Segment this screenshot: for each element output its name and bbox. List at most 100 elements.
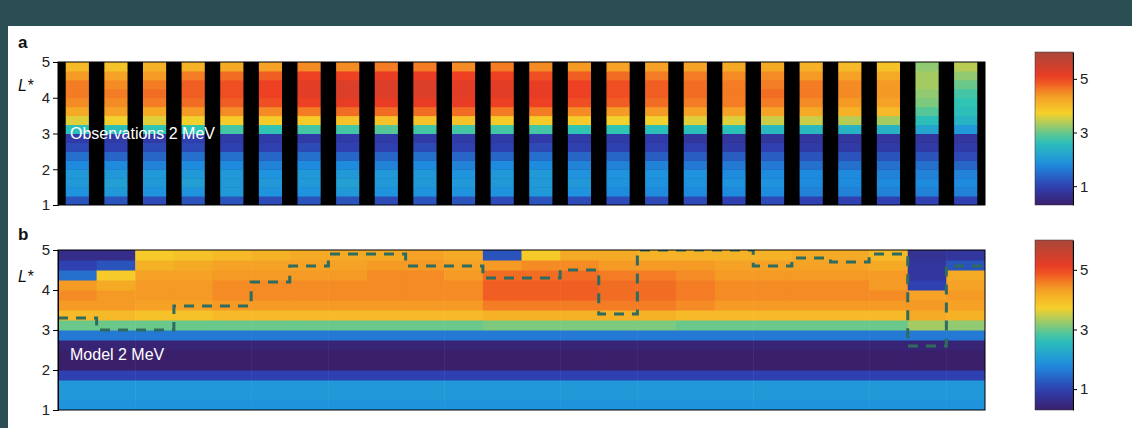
heat-cell (831, 370, 870, 381)
heat-cell (483, 280, 522, 291)
heat-cell (568, 62, 591, 71)
heat-cell (877, 107, 900, 116)
heat-cell (800, 125, 823, 134)
heat-cell (869, 320, 908, 331)
heat-cell (792, 390, 831, 401)
heat-cell (568, 151, 591, 160)
heat-cell (444, 370, 483, 381)
heat-cell (143, 116, 166, 125)
heat-cell (838, 142, 861, 151)
heat-cell (606, 196, 629, 205)
heat-cell (328, 350, 367, 361)
heat-cell (946, 400, 985, 410)
heat-cell (328, 300, 367, 311)
tick-label: 2 (42, 361, 50, 378)
heat-cell (251, 340, 290, 351)
heat-cell (375, 98, 398, 107)
heat-cell (213, 290, 252, 301)
heat-cell (259, 151, 282, 160)
heat-cell (213, 270, 252, 281)
heat-cell (220, 151, 243, 160)
heat-cell (908, 300, 947, 311)
boundary-line (58, 250, 985, 346)
heat-cell (869, 400, 908, 410)
heat-cell (290, 380, 329, 391)
heat-cell (753, 320, 792, 331)
heat-cell (946, 340, 985, 351)
heat-cell (174, 390, 213, 401)
heat-cell (645, 151, 668, 160)
heat-cell (954, 71, 977, 80)
heat-cell (328, 370, 367, 381)
heat-cell (877, 178, 900, 187)
heat-cell (838, 160, 861, 169)
heat-cell (529, 169, 552, 178)
heat-cell (220, 80, 243, 89)
tick: 1 (1073, 380, 1088, 397)
heat-cell (143, 196, 166, 205)
heat-cell (606, 151, 629, 160)
heat-cell (251, 390, 290, 401)
heat-cell (58, 280, 97, 291)
heat-cell (645, 62, 668, 71)
heat-cell (645, 71, 668, 80)
heat-cell (599, 270, 638, 281)
heat-cell (213, 330, 252, 341)
heat-cell (251, 320, 290, 331)
heat-cell (367, 310, 406, 321)
heat-cell (792, 280, 831, 291)
heat-cell (869, 280, 908, 291)
heat-cell (174, 260, 213, 271)
tick: 5 (1073, 70, 1088, 87)
heat-cell (336, 142, 359, 151)
plot-frame (58, 250, 985, 410)
heat-cell (637, 310, 676, 321)
heat-cell (529, 89, 552, 98)
heat-cell (297, 178, 320, 187)
heat-cell (715, 340, 754, 351)
heat-cell (328, 390, 367, 401)
heat-cell (722, 151, 745, 160)
heat-cell (915, 187, 938, 196)
heat-cell (792, 400, 831, 410)
heat-cell (336, 80, 359, 89)
heat-cell (328, 400, 367, 410)
heat-cell (684, 169, 707, 178)
heat-cell (637, 350, 676, 361)
tick-mark (1073, 389, 1077, 390)
heat-cell (637, 290, 676, 301)
heat-cell (182, 187, 205, 196)
axis-title: L* (18, 268, 34, 285)
heat-cell (444, 340, 483, 351)
heat-cell (259, 169, 282, 178)
heat-cell (606, 80, 629, 89)
heat-cell (568, 169, 591, 178)
heat-cell (753, 330, 792, 341)
heat-cell (182, 142, 205, 151)
heat-cell (676, 260, 715, 271)
heat-cell (568, 134, 591, 143)
heat-cell (406, 270, 445, 281)
heat-cell (413, 62, 436, 71)
heat-cell (877, 62, 900, 71)
heat-cell (915, 151, 938, 160)
heat-cell (104, 196, 127, 205)
heat-cell (97, 310, 136, 321)
heat-cell (452, 134, 475, 143)
tick-label: 5 (1080, 70, 1088, 87)
heat-cell (413, 98, 436, 107)
heat-cell (367, 320, 406, 331)
heat-cell (406, 370, 445, 381)
heat-cell (831, 280, 870, 291)
heat-cell (135, 290, 174, 301)
heat-cell (182, 89, 205, 98)
heat-cell (259, 142, 282, 151)
heat-cell (915, 160, 938, 169)
heat-cell (297, 134, 320, 143)
heat-cell (761, 116, 784, 125)
heat-cell (800, 71, 823, 80)
heat-cell (946, 320, 985, 331)
heat-cell (831, 400, 870, 410)
heat-cell (66, 116, 89, 125)
heat-cell (645, 169, 668, 178)
